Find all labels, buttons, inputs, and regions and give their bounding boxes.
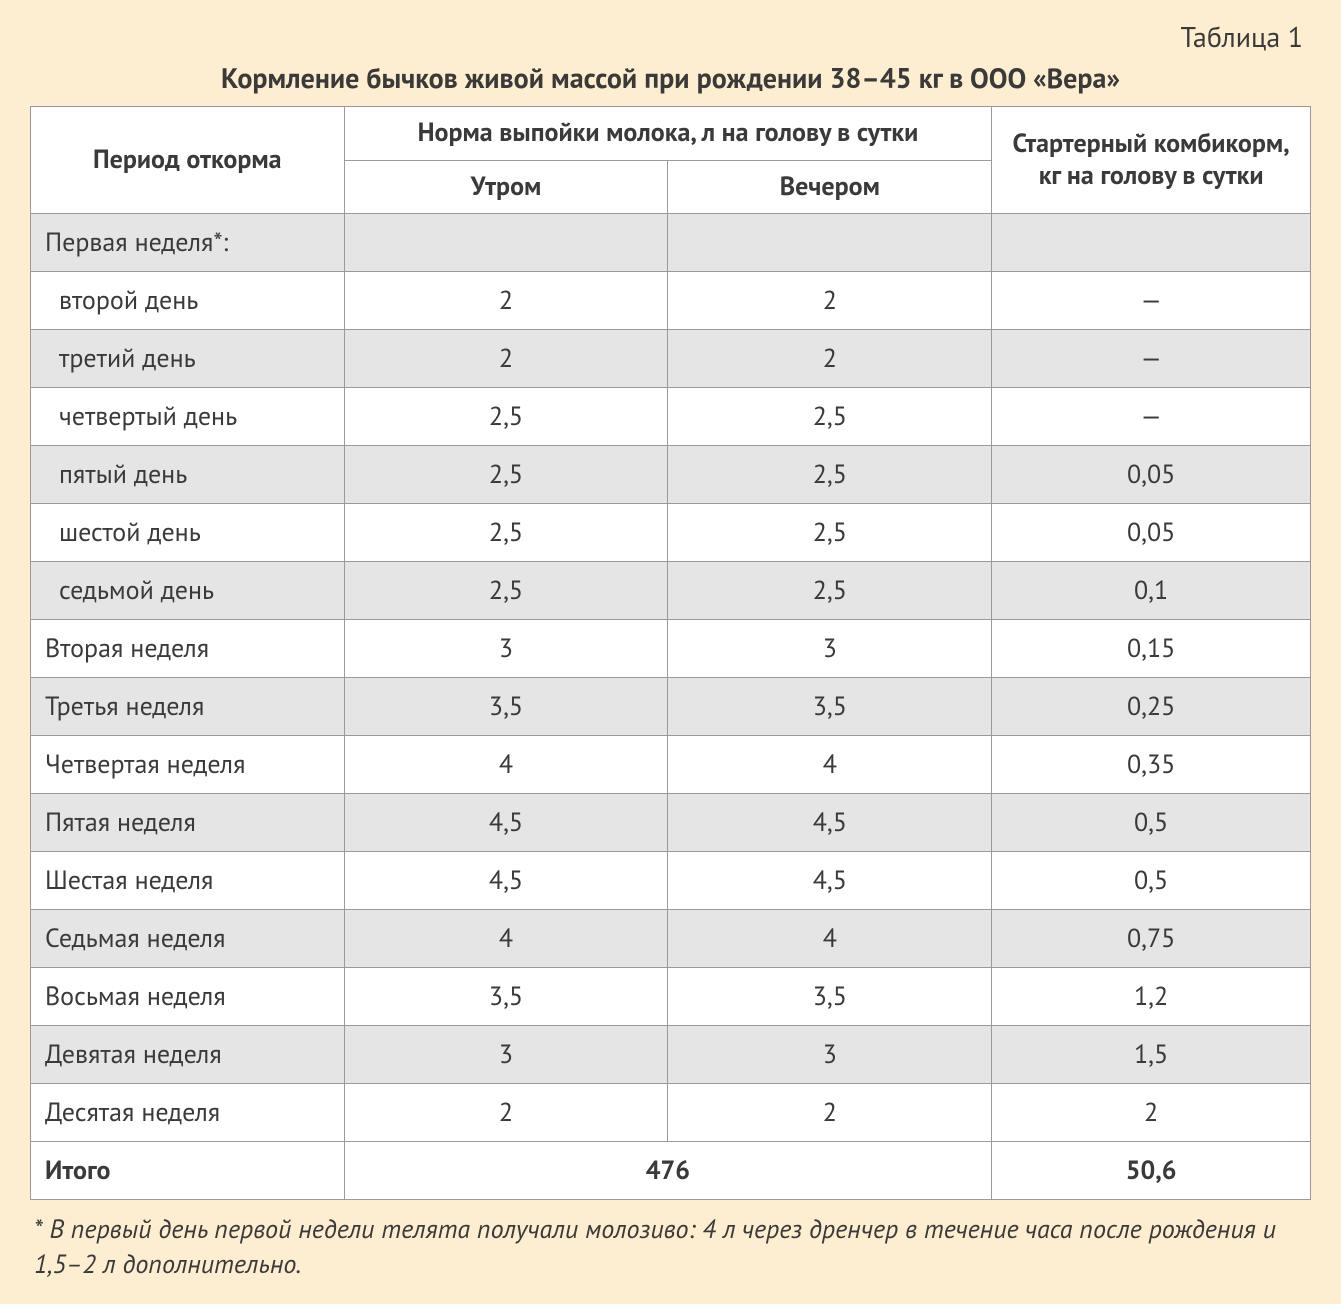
table-footnote: * В первый день первой недели телята пол…: [34, 1212, 1307, 1282]
cell-evening: 3: [668, 1026, 992, 1084]
cell-evening: 3,5: [668, 968, 992, 1026]
col-header-milk-group: Норма выпойки молока, л на голову в сутк…: [344, 107, 992, 161]
table-row: пятый день2,52,50,05: [31, 446, 1311, 504]
cell-total-label: Итого: [31, 1142, 345, 1200]
cell-starter: 0,15: [992, 620, 1311, 678]
cell-morning: 2,5: [344, 446, 668, 504]
cell-evening: 4: [668, 910, 992, 968]
cell-evening: 2,5: [668, 562, 992, 620]
cell-starter: 0,35: [992, 736, 1311, 794]
cell-evening: 3: [668, 620, 992, 678]
cell-morning: 2,5: [344, 562, 668, 620]
table-row: шестой день2,52,50,05: [31, 504, 1311, 562]
cell-starter: —: [992, 272, 1311, 330]
cell-period: третий день: [31, 330, 345, 388]
cell-period: шестой день: [31, 504, 345, 562]
cell-period: Четвертая неделя: [31, 736, 345, 794]
cell-morning: 3: [344, 620, 668, 678]
cell-morning: [344, 214, 668, 272]
col-header-period: Период откорма: [31, 107, 345, 214]
cell-period: Десятая неделя: [31, 1084, 345, 1142]
cell-starter: —: [992, 388, 1311, 446]
cell-period: Третья неделя: [31, 678, 345, 736]
cell-morning: 2: [344, 272, 668, 330]
cell-evening: [668, 214, 992, 272]
cell-starter: [992, 214, 1311, 272]
table-row: Первая неделя*:: [31, 214, 1311, 272]
cell-starter: 0,1: [992, 562, 1311, 620]
cell-starter: 0,75: [992, 910, 1311, 968]
cell-period: Седьмая неделя: [31, 910, 345, 968]
table-body: Первая неделя*:второй день22—третий день…: [31, 214, 1311, 1200]
cell-starter: —: [992, 330, 1311, 388]
cell-total-starter: 50,6: [992, 1142, 1311, 1200]
cell-evening: 4,5: [668, 852, 992, 910]
table-header: Период откорма Норма выпойки молока, л н…: [31, 107, 1311, 214]
table-card: Таблица 1 Кормление бычков живой массой …: [0, 0, 1341, 1304]
cell-starter: 0,5: [992, 852, 1311, 910]
cell-period: четвертый день: [31, 388, 345, 446]
table-row: Десятая неделя222: [31, 1084, 1311, 1142]
cell-total-milk: 476: [344, 1142, 992, 1200]
cell-evening: 2,5: [668, 504, 992, 562]
cell-starter: 0,5: [992, 794, 1311, 852]
table-row: Девятая неделя331,5: [31, 1026, 1311, 1084]
cell-starter: 1,5: [992, 1026, 1311, 1084]
table-row: Восьмая неделя3,53,51,2: [31, 968, 1311, 1026]
cell-period: пятый день: [31, 446, 345, 504]
cell-evening: 2: [668, 330, 992, 388]
col-header-evening: Вечером: [668, 160, 992, 214]
cell-morning: 3,5: [344, 968, 668, 1026]
table-row: седьмой день2,52,50,1: [31, 562, 1311, 620]
table-row-total: Итого47650,6: [31, 1142, 1311, 1200]
cell-period: Первая неделя*:: [31, 214, 345, 272]
cell-morning: 4,5: [344, 852, 668, 910]
cell-morning: 3,5: [344, 678, 668, 736]
table-row: Пятая неделя4,54,50,5: [31, 794, 1311, 852]
cell-period: Девятая неделя: [31, 1026, 345, 1084]
cell-starter: 0,05: [992, 504, 1311, 562]
table-row: четвертый день2,52,5—: [31, 388, 1311, 446]
table-row: второй день22—: [31, 272, 1311, 330]
cell-morning: 4,5: [344, 794, 668, 852]
table-row: Вторая неделя330,15: [31, 620, 1311, 678]
cell-morning: 2: [344, 1084, 668, 1142]
cell-starter: 0,05: [992, 446, 1311, 504]
cell-morning: 2: [344, 330, 668, 388]
cell-morning: 2,5: [344, 388, 668, 446]
cell-evening: 3,5: [668, 678, 992, 736]
cell-period: Вторая неделя: [31, 620, 345, 678]
table-row: Седьмая неделя440,75: [31, 910, 1311, 968]
cell-starter: 0,25: [992, 678, 1311, 736]
col-header-starter: Стартерный комбикорм, кг на голову в сут…: [992, 107, 1311, 214]
cell-morning: 3: [344, 1026, 668, 1084]
cell-evening: 2: [668, 1084, 992, 1142]
cell-evening: 4,5: [668, 794, 992, 852]
table-title: Кормление бычков живой массой при рожден…: [30, 59, 1311, 96]
cell-morning: 4: [344, 736, 668, 794]
table-row: Третья неделя3,53,50,25: [31, 678, 1311, 736]
cell-period: Шестая неделя: [31, 852, 345, 910]
table-row: Шестая неделя4,54,50,5: [31, 852, 1311, 910]
cell-morning: 2,5: [344, 504, 668, 562]
table-number-label: Таблица 1: [30, 18, 1303, 55]
col-header-morning: Утром: [344, 160, 668, 214]
cell-evening: 2: [668, 272, 992, 330]
cell-evening: 2,5: [668, 446, 992, 504]
table-row: Четвертая неделя440,35: [31, 736, 1311, 794]
table-row: третий день22—: [31, 330, 1311, 388]
cell-period: Восьмая неделя: [31, 968, 345, 1026]
cell-starter: 1,2: [992, 968, 1311, 1026]
cell-morning: 4: [344, 910, 668, 968]
cell-evening: 4: [668, 736, 992, 794]
cell-period: Пятая неделя: [31, 794, 345, 852]
cell-evening: 2,5: [668, 388, 992, 446]
feeding-table: Период откорма Норма выпойки молока, л н…: [30, 106, 1311, 1200]
cell-period: второй день: [31, 272, 345, 330]
cell-period: седьмой день: [31, 562, 345, 620]
cell-starter: 2: [992, 1084, 1311, 1142]
